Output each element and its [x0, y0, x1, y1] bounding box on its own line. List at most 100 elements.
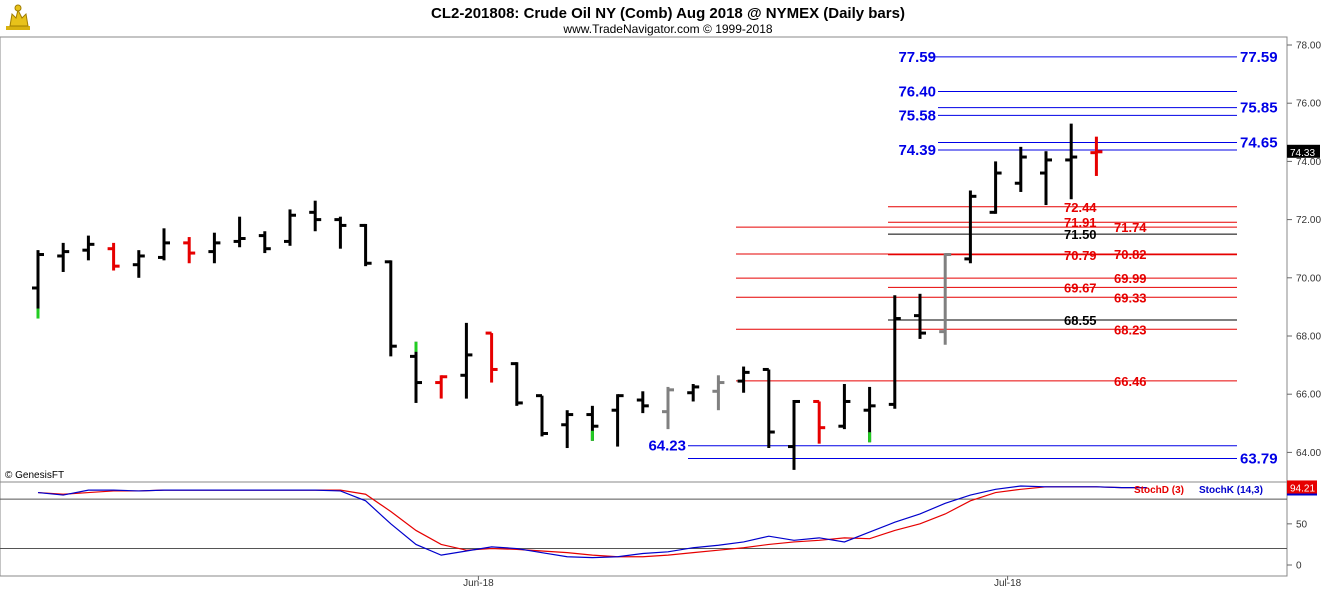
stoch-tick-label: 0	[1296, 561, 1302, 572]
credit-label: © GenesisFT	[5, 470, 64, 481]
stoch-legend-item: StochD (3)	[1134, 485, 1184, 496]
level-label-right: 75.85	[1240, 100, 1278, 117]
ohlc-bar	[485, 331, 498, 383]
level-label-mid: 69.67	[1064, 280, 1097, 295]
stoch-last-value: 94.21	[1287, 480, 1317, 496]
y-tick-label: 66.00	[1296, 390, 1321, 401]
level-label-right: 68.23	[1114, 322, 1147, 337]
ohlc-bar	[838, 384, 851, 430]
y-tick-label: 70.00	[1296, 273, 1321, 284]
ohlc-bar	[863, 386, 876, 443]
bull-icon	[6, 4, 30, 30]
level-label-right: 69.33	[1114, 290, 1147, 305]
level-label-mid: 70.79	[1064, 248, 1097, 263]
ohlc-bar	[762, 367, 775, 449]
ohlc-bar	[460, 322, 473, 399]
level-label-mid: 71.50	[1064, 227, 1097, 242]
ohlc-bar	[939, 253, 952, 345]
ohlc-bar	[586, 405, 599, 441]
level-label-mid: 72.44	[1064, 200, 1097, 215]
last-price-box	[1287, 144, 1320, 158]
stoch-last-box	[1287, 480, 1317, 495]
ohlc-bar	[1014, 146, 1027, 192]
level-label-left: 75.58	[898, 107, 936, 124]
ohlc-bar	[1090, 136, 1103, 176]
ohlc-bar	[737, 366, 750, 393]
ohlc-bar	[611, 394, 624, 447]
level-label-left: 77.59	[898, 49, 936, 66]
ohlc-bar	[989, 161, 1002, 214]
ohlc-bar	[57, 242, 70, 272]
ohlc-bar	[334, 216, 347, 249]
stoch-legend-item: StochK (14,3)	[1199, 485, 1263, 496]
ohlc-bar	[410, 341, 422, 403]
ohlc-bar	[712, 375, 725, 411]
level-label-left: 64.23	[648, 438, 686, 455]
stoch-legend: StochD (3) StochK (14,3)	[1134, 485, 1263, 496]
ohlc-bar	[510, 362, 523, 406]
ohlc-bar	[536, 394, 548, 437]
ohlc-bar	[914, 293, 926, 339]
ohlc-bar	[662, 386, 674, 430]
ohlc-bar	[284, 209, 296, 246]
last-price-label: 74.33	[1290, 148, 1315, 159]
ohlc-bar	[561, 410, 574, 449]
ohlc-bar	[788, 399, 800, 470]
level-label-mid: 68.55	[1064, 313, 1097, 328]
chart-title: CL2-201808: Crude Oil NY (Comb) Aug 2018…	[431, 5, 905, 22]
level-label-right: 66.46	[1114, 374, 1147, 389]
level-label-right: 63.79	[1240, 451, 1278, 468]
stoch-last-label: 94.21	[1290, 483, 1315, 494]
ohlc-bar	[1040, 151, 1052, 206]
header: CL2-201808: Crude Oil NY (Comb) Aug 2018…	[6, 4, 905, 36]
level-label-right: 74.65	[1240, 134, 1278, 151]
ohlc-bar	[435, 375, 448, 399]
stoch-series	[37, 485, 1147, 559]
stoch-line	[37, 485, 1147, 559]
y-tick-label: 74.00	[1296, 157, 1321, 168]
y-tick-label: 76.00	[1296, 99, 1321, 110]
stoch-tick-label: 50	[1296, 519, 1308, 530]
ohlc-bar	[813, 399, 826, 444]
level-label-right: 71.74	[1114, 220, 1147, 235]
level-label-mid: 71.91	[1064, 215, 1097, 230]
ohlc-bar	[158, 228, 170, 261]
ohlc-bar	[258, 231, 271, 254]
y-tick-label: 68.00	[1296, 332, 1321, 343]
stoch-reference-lines	[0, 498, 1287, 550]
ohlc-bar	[208, 232, 221, 264]
ohlc-bar	[82, 235, 95, 261]
ohlc-bar	[636, 391, 649, 414]
ohlc-bar	[132, 250, 145, 278]
level-label-left: 74.39	[898, 142, 936, 159]
ohlc-bar	[888, 295, 901, 409]
ohlc-bar	[384, 260, 397, 357]
ohlc-bar	[359, 223, 372, 267]
x-axis: Jun-18 Jul-18	[463, 576, 1022, 589]
chart-subtitle: www.TradeNavigator.com © 1999-2018	[562, 22, 772, 36]
x-tick-label: Jun-18	[463, 578, 494, 589]
ohlc-bar	[183, 237, 196, 264]
ohlc-bar	[107, 242, 120, 271]
ohlc-bar	[233, 216, 246, 248]
ohlc-bar	[964, 190, 977, 264]
y-tick-label: 64.00	[1296, 448, 1321, 459]
ohlc-bar	[1065, 123, 1078, 200]
price-levels: 77.59 77.59 76.40 75.85 75.58 74.65 74.39 72.44…	[648, 49, 1277, 468]
last-price-marker: 74.33	[1287, 144, 1320, 159]
y-tick-label: 72.00	[1296, 215, 1321, 226]
y-tick-label: 78.00	[1296, 41, 1321, 52]
ohlc-bar	[32, 250, 44, 319]
price-bars	[32, 123, 1103, 470]
ohlc-bar	[309, 200, 322, 232]
price-y-axis: 78.00 76.00 74.00 72.00 70.00 68.00 66.00 64.00	[1287, 41, 1321, 459]
x-tick-label: Jul-18	[994, 578, 1022, 589]
stoch-y-axis: 50 0	[1287, 519, 1308, 572]
ohlc-bar	[687, 384, 700, 402]
stochastic-panel	[0, 481, 1288, 577]
level-label-right: 69.99	[1114, 271, 1147, 286]
level-label-right: 77.59	[1240, 49, 1278, 66]
level-label-left: 76.40	[898, 84, 936, 101]
